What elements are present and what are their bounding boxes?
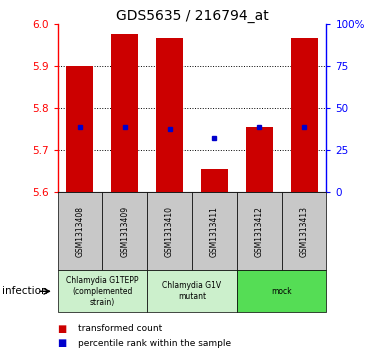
Bar <box>111 34 138 192</box>
Bar <box>201 169 228 192</box>
Text: ■: ■ <box>58 338 70 348</box>
Bar <box>58 192 102 270</box>
Bar <box>237 192 282 270</box>
Text: Chlamydia G1TEPP
(complemented
strain): Chlamydia G1TEPP (complemented strain) <box>66 276 139 307</box>
Text: mock: mock <box>271 287 292 296</box>
Bar <box>147 270 237 312</box>
Text: GSM1313413: GSM1313413 <box>299 206 309 257</box>
Text: GSM1313410: GSM1313410 <box>165 206 174 257</box>
Text: percentile rank within the sample: percentile rank within the sample <box>78 339 231 347</box>
Text: GSM1313412: GSM1313412 <box>255 206 264 257</box>
Text: ■: ■ <box>58 323 70 334</box>
Bar <box>58 270 147 312</box>
Bar <box>66 66 93 192</box>
Text: transformed count: transformed count <box>78 324 162 333</box>
Bar <box>290 38 318 192</box>
Bar <box>102 192 147 270</box>
Text: GSM1313408: GSM1313408 <box>75 206 85 257</box>
Bar <box>156 38 183 192</box>
Text: infection: infection <box>2 286 47 296</box>
Bar <box>282 192 326 270</box>
Bar <box>147 192 192 270</box>
Title: GDS5635 / 216794_at: GDS5635 / 216794_at <box>116 9 268 23</box>
Bar <box>192 192 237 270</box>
Bar <box>237 270 326 312</box>
Text: Chlamydia G1V
mutant: Chlamydia G1V mutant <box>162 281 221 301</box>
Bar <box>246 127 273 192</box>
Text: GSM1313411: GSM1313411 <box>210 206 219 257</box>
Text: GSM1313409: GSM1313409 <box>120 206 129 257</box>
